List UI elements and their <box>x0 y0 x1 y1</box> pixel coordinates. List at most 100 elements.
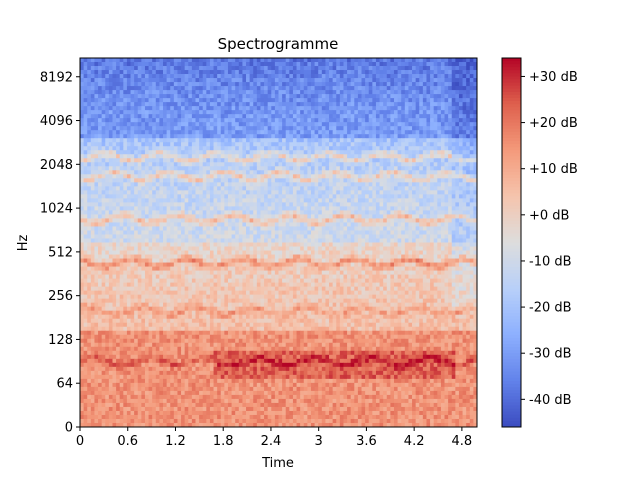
heatmap-cell <box>350 118 355 123</box>
heatmap-cell <box>368 226 373 231</box>
heatmap-cell <box>213 234 218 239</box>
heatmap-cell <box>152 238 157 243</box>
heatmap-cell <box>202 150 207 155</box>
heatmap-cell <box>235 66 240 71</box>
heatmap-cell <box>314 82 319 87</box>
heatmap-cell <box>112 106 117 111</box>
heatmap-cell <box>444 130 449 135</box>
heatmap-cell <box>101 138 106 143</box>
heatmap-cell <box>278 66 283 71</box>
heatmap-cell <box>325 202 330 207</box>
heatmap-cell <box>401 158 406 163</box>
heatmap-cell <box>83 206 88 211</box>
heatmap-cell <box>242 58 247 63</box>
heatmap-cell <box>227 94 232 99</box>
heatmap-cell <box>433 98 438 103</box>
heatmap-cell <box>393 198 398 203</box>
heatmap-cell <box>87 94 92 99</box>
heatmap-cell <box>285 66 290 71</box>
heatmap-cell <box>372 110 377 115</box>
heatmap-cell <box>123 142 128 147</box>
heatmap-cell <box>260 194 265 199</box>
heatmap-cell <box>300 106 305 111</box>
heatmap-cell <box>271 222 276 227</box>
heatmap-cell <box>415 234 420 239</box>
heatmap-cell <box>307 98 312 103</box>
heatmap-cell <box>318 78 323 83</box>
heatmap-cell <box>469 78 474 83</box>
heatmap-cell <box>368 66 373 71</box>
heatmap-cell <box>300 206 305 211</box>
heatmap-cell <box>166 162 171 167</box>
heatmap-cell <box>448 170 453 175</box>
heatmap-cell <box>415 194 420 199</box>
heatmap-cell <box>448 178 453 183</box>
heatmap-cell <box>314 146 319 151</box>
heatmap-cell <box>404 154 409 159</box>
heatmap-cell <box>307 202 312 207</box>
heatmap-cell <box>462 106 467 111</box>
heatmap-cell <box>217 170 222 175</box>
heatmap-cell <box>213 202 218 207</box>
heatmap-cell <box>130 162 135 167</box>
heatmap-cell <box>426 142 431 147</box>
heatmap-cell <box>433 102 438 107</box>
heatmap-cell <box>141 138 146 143</box>
heatmap-cell <box>390 122 395 127</box>
heatmap-cell <box>310 90 315 95</box>
heatmap-cell <box>458 186 463 191</box>
heatmap-cell <box>365 70 370 75</box>
heatmap-cell <box>440 122 445 127</box>
heatmap-cell <box>455 74 460 79</box>
heatmap-cell <box>412 206 417 211</box>
heatmap-cell <box>112 190 117 195</box>
heatmap-cell <box>444 138 449 143</box>
heatmap-cell <box>458 234 463 239</box>
heatmap-cell <box>415 162 420 167</box>
heatmap-cell <box>134 134 139 139</box>
heatmap-cell <box>220 70 225 75</box>
heatmap-cell <box>332 86 337 91</box>
heatmap-cell <box>184 110 189 115</box>
heatmap-cell <box>401 214 406 219</box>
heatmap-cell <box>94 150 99 155</box>
heatmap-cell <box>469 138 474 143</box>
heatmap-cell <box>191 106 196 111</box>
heatmap-cell <box>119 66 124 71</box>
heatmap-cell <box>264 202 269 207</box>
heatmap-cell <box>159 130 164 135</box>
heatmap-cell <box>256 94 261 99</box>
heatmap-cell <box>469 98 474 103</box>
heatmap-cell <box>419 182 424 187</box>
heatmap-cell <box>466 110 471 115</box>
heatmap-cell <box>307 174 312 179</box>
heatmap-cell <box>94 126 99 131</box>
heatmap-cell <box>397 82 402 87</box>
heatmap-cell <box>83 222 88 227</box>
heatmap-cell <box>173 194 178 199</box>
heatmap-cell <box>372 174 377 179</box>
heatmap-cell <box>393 186 398 191</box>
heatmap-cell <box>336 178 341 183</box>
heatmap-cell <box>181 166 186 171</box>
heatmap-cell <box>274 206 279 211</box>
heatmap-cell <box>213 82 218 87</box>
heatmap-cell <box>271 106 276 111</box>
heatmap-cell <box>386 146 391 151</box>
heatmap-cell <box>137 154 142 159</box>
heatmap-cell <box>422 146 427 151</box>
heatmap-cell <box>224 122 229 127</box>
heatmap-cell <box>419 186 424 191</box>
heatmap-cell <box>199 238 204 243</box>
heatmap-cell <box>126 78 131 83</box>
heatmap-cell <box>393 214 398 219</box>
heatmap-cell <box>260 182 265 187</box>
heatmap-cell <box>310 78 315 83</box>
heatmap-cell <box>134 238 139 243</box>
heatmap-cell <box>274 146 279 151</box>
heatmap-cell <box>469 222 474 227</box>
heatmap-cell <box>184 142 189 147</box>
heatmap-cell <box>321 122 326 127</box>
heatmap-cell <box>227 126 232 131</box>
heatmap-cell <box>274 106 279 111</box>
